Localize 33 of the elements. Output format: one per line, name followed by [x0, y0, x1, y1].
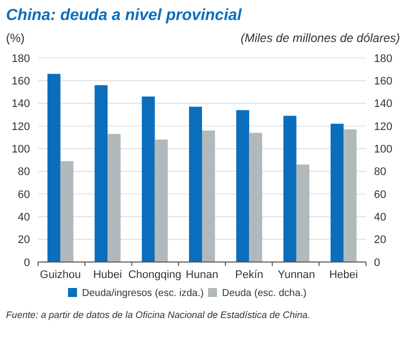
x-tick-label: Chongqing [128, 269, 182, 281]
y-tick-label: 100 [12, 144, 30, 156]
x-tick-label: Hebei [329, 269, 358, 281]
x-tick-label: Pekín [235, 269, 264, 281]
y-tick-label: 160 [12, 76, 30, 88]
y2-tick-label: 160 [374, 76, 392, 88]
x-tick-label: Hubei [93, 269, 122, 281]
y-tick-label: 0 [24, 256, 30, 269]
y-tick-label: 140 [12, 98, 30, 110]
legend-label: Deuda (esc. dcha.) [222, 288, 306, 299]
y2-tick-label: 20 [374, 234, 386, 246]
y-tick-label: 40 [18, 212, 30, 224]
y-tick-label: 60 [18, 188, 30, 201]
legend-label: Deuda/ingresos (esc. izda.) [82, 288, 204, 299]
y2-tick-label: 40 [374, 212, 386, 224]
y2-tick-label: 60 [374, 188, 386, 201]
x-tick-label: Hunan [186, 269, 218, 281]
y-tick-label: 180 [12, 52, 30, 65]
source-note: Fuente: a partir de datos de la Oficina Nacional de Estadística de China. [6, 310, 310, 321]
y2-tick-label: 180 [374, 52, 392, 65]
y-tick-label: 80 [18, 166, 30, 178]
chart-title: China: deuda a nivel provincial [6, 7, 242, 24]
y2-tick-label: 100 [374, 144, 392, 156]
y-tick-label: 120 [12, 120, 30, 133]
y2-tick-label: 0 [374, 256, 380, 269]
y2-tick-label: 80 [374, 166, 386, 178]
y2-axis-title: (Miles de millones de dólares) [240, 31, 400, 45]
y-axis-title: (%) [6, 31, 25, 45]
x-tick-label: Yunnan [278, 269, 316, 281]
y-tick-label: 20 [18, 234, 30, 246]
x-tick-label: Guizhou [40, 269, 81, 281]
y2-tick-label: 120 [374, 120, 392, 133]
y2-tick-label: 140 [374, 98, 392, 110]
